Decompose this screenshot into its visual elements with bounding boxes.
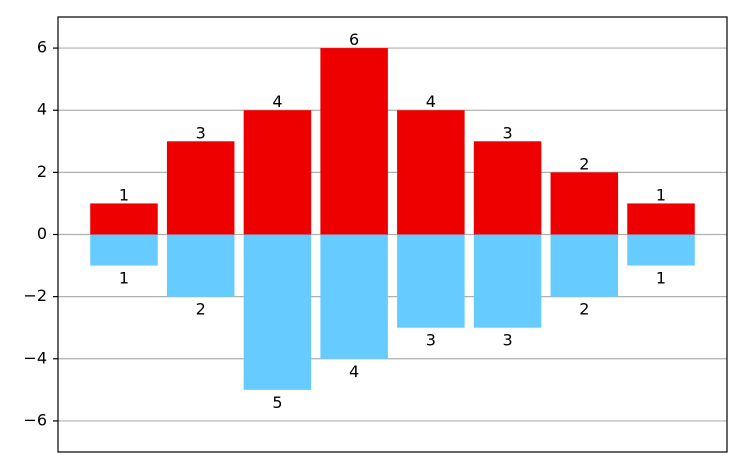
y-tick-label: 2	[37, 162, 47, 181]
bar-value-label: 2	[579, 154, 589, 173]
y-tick-label: −4	[23, 348, 47, 367]
bar-value-label: 3	[502, 123, 512, 142]
bar-value-label: 4	[349, 362, 359, 381]
bar	[166, 234, 235, 297]
bar	[243, 110, 312, 235]
plot-frame	[57, 16, 728, 453]
bar-value-label: 3	[196, 123, 206, 142]
bar-value-labels: 1 3 4 6 4 3 2 1 1 2 5 4 3 3 2 1	[119, 30, 666, 412]
bar	[320, 234, 388, 359]
bar-value-label: 1	[119, 269, 129, 288]
bar-value-label: 1	[656, 269, 666, 288]
y-axis: −6 −4 −2 0 2 4 6	[23, 38, 58, 429]
y-tick-label: −2	[23, 286, 47, 305]
bar-value-label: 1	[656, 185, 666, 204]
bar	[90, 203, 158, 235]
bar-value-label: 4	[272, 92, 282, 111]
bar	[473, 234, 542, 328]
y-tick-label: 4	[37, 100, 47, 119]
bar	[627, 234, 695, 266]
bar	[550, 172, 619, 235]
y-tick-label: 0	[37, 224, 47, 243]
bar-value-label: 2	[196, 300, 206, 319]
bar-value-label: 3	[426, 331, 436, 350]
bar	[627, 203, 695, 235]
bar-value-label: 1	[119, 185, 129, 204]
y-tick-label: 6	[37, 38, 47, 57]
bar	[473, 141, 542, 235]
bar-value-label: 5	[272, 393, 282, 412]
bar-value-label: 3	[502, 331, 512, 350]
bar	[397, 110, 465, 235]
bar	[550, 234, 619, 297]
bar	[243, 234, 312, 390]
y-tick-label: −6	[23, 410, 47, 429]
bars	[90, 48, 695, 390]
bar-value-label: 2	[579, 300, 589, 319]
bar	[397, 234, 465, 328]
bar-value-label: 6	[349, 30, 359, 49]
bar	[166, 141, 235, 235]
bar-value-label: 4	[426, 92, 436, 111]
bar	[90, 234, 158, 266]
grid-lines	[58, 47, 727, 422]
bar	[320, 48, 388, 235]
